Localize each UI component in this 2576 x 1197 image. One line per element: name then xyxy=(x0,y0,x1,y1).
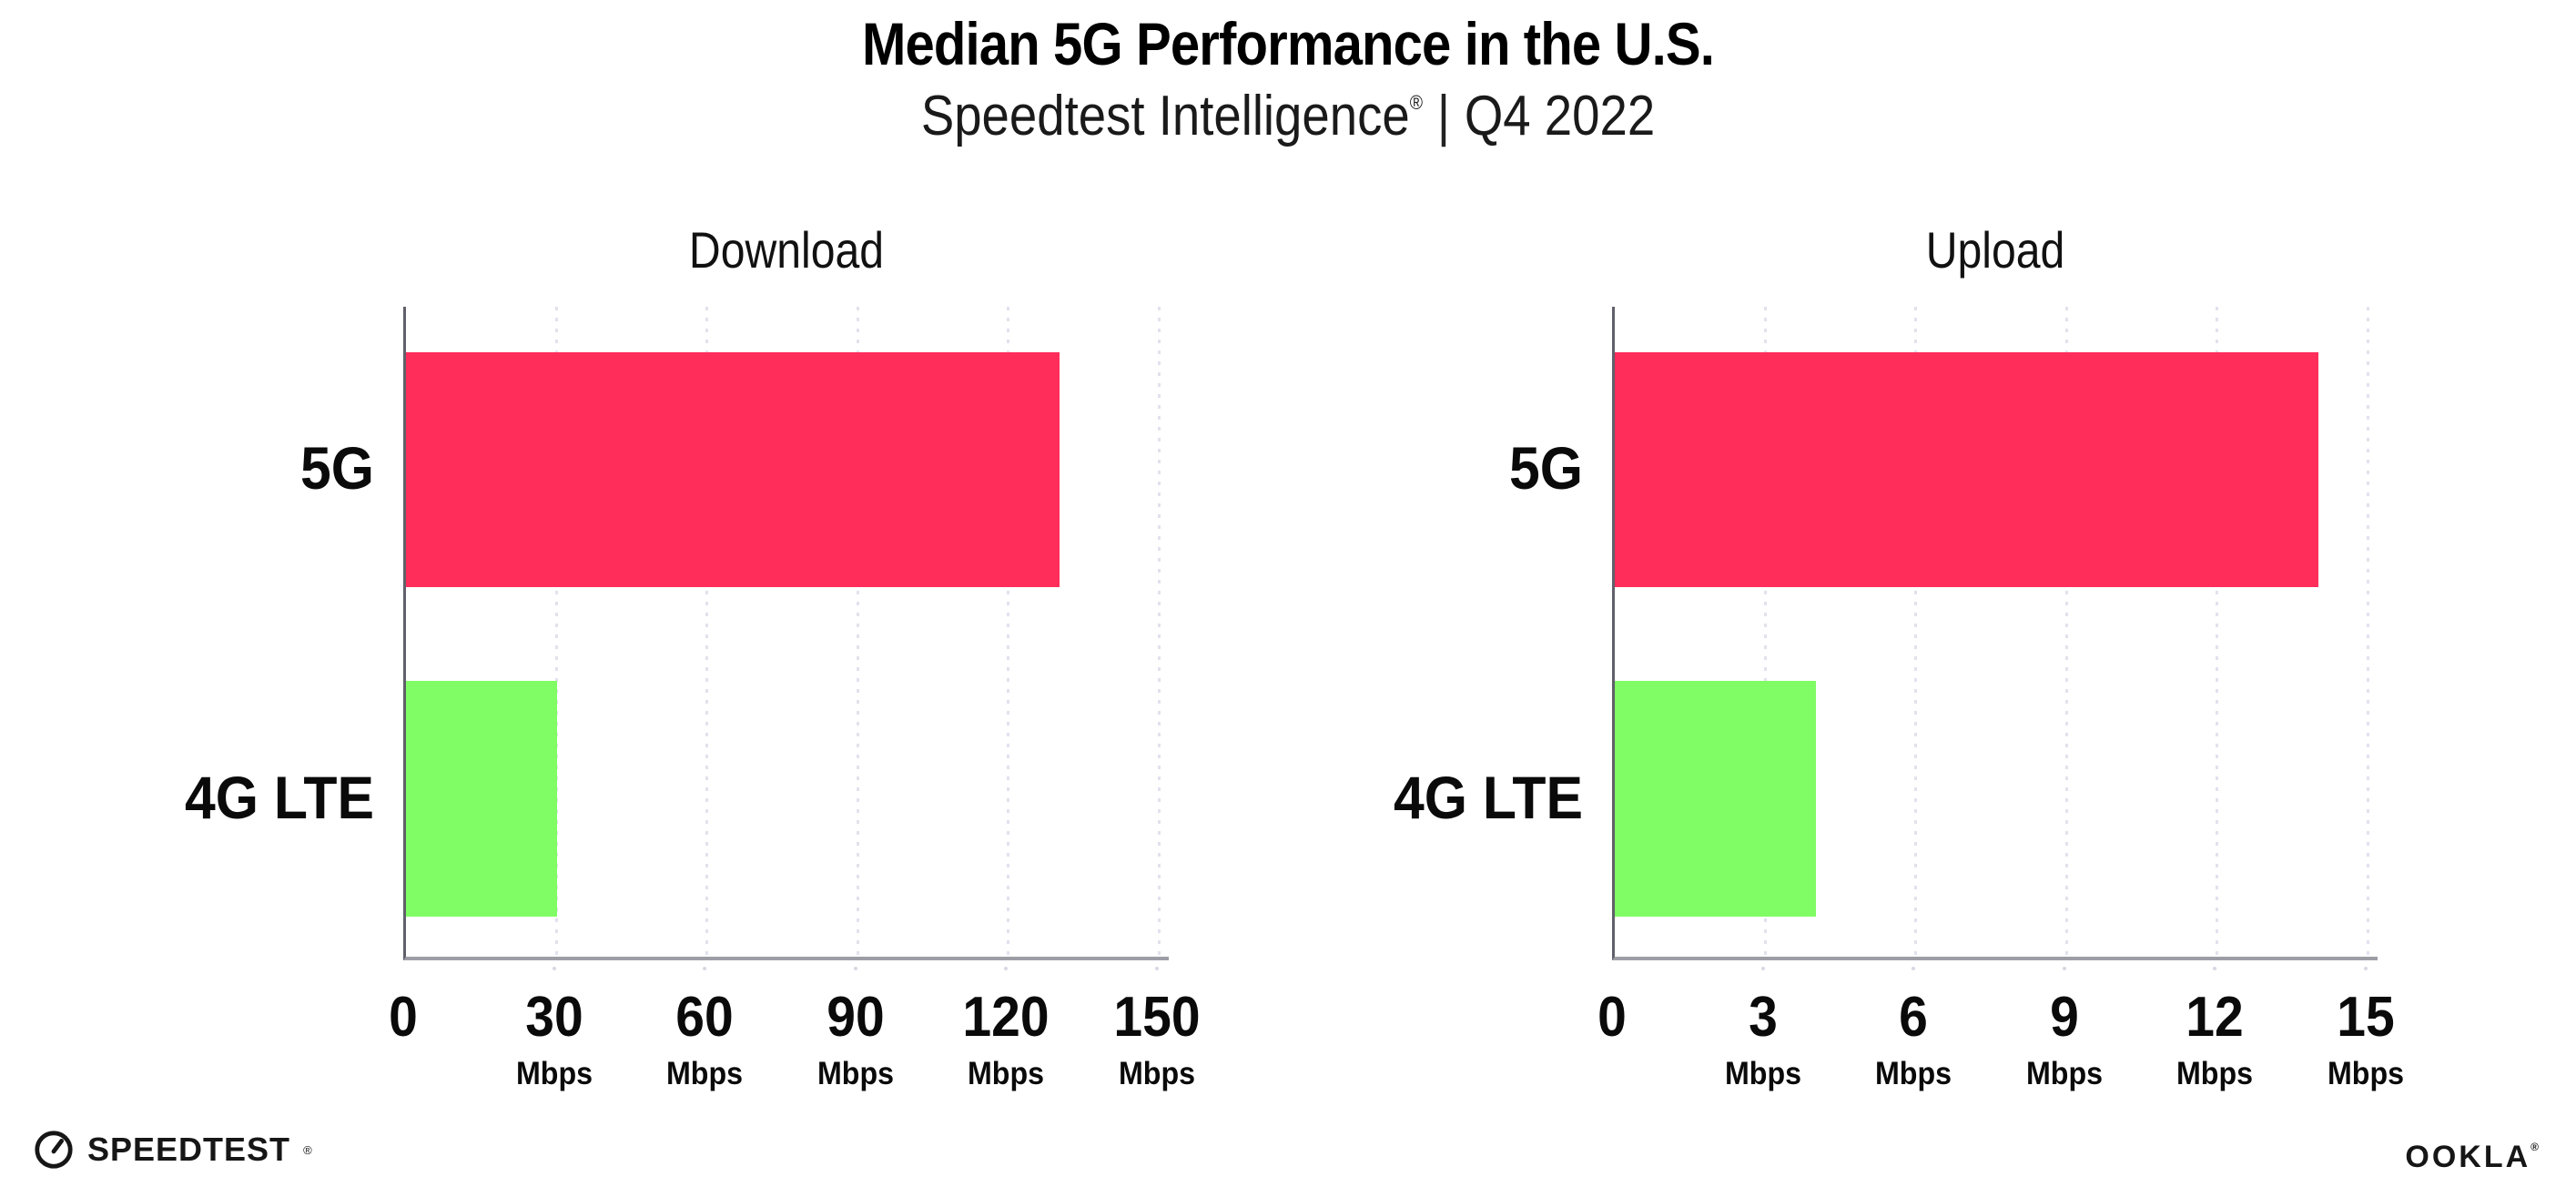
gridline-download-90 xyxy=(856,307,859,957)
plot-area-upload xyxy=(1612,307,2378,960)
tick-label-download-150: 150 xyxy=(1113,986,1201,1049)
tick-mark-download-30 xyxy=(552,967,556,970)
tick-unit-upload-12: Mbps xyxy=(2176,1056,2254,1091)
tick-unit-download-150: Mbps xyxy=(1118,1056,1196,1091)
tick-label-upload-9: 9 xyxy=(2049,986,2079,1049)
tick-label-upload-6: 6 xyxy=(1899,986,1929,1049)
chart-title-download: Download xyxy=(688,221,884,279)
plot-area-download xyxy=(403,307,1169,960)
subtitle-separator: | xyxy=(1436,85,1451,147)
tick-unit-download-60: Mbps xyxy=(666,1056,744,1091)
bar-upload-4g-lte xyxy=(1615,681,1816,917)
category-label-upload-4g-lte: 4G LTE xyxy=(1393,763,1583,831)
tick-label-download-60: 60 xyxy=(675,986,734,1049)
tick-label-upload-15: 15 xyxy=(2337,986,2395,1049)
tick-mark-upload-3 xyxy=(1760,967,1765,970)
tick-mark-download-90 xyxy=(853,967,857,970)
tick-unit-upload-15: Mbps xyxy=(2327,1056,2405,1091)
bar-download-5g xyxy=(406,352,1060,587)
tick-mark-upload-6 xyxy=(1912,967,1916,970)
category-label-upload-5g: 5G xyxy=(1508,434,1583,502)
category-label-download-4g-lte: 4G LTE xyxy=(184,763,374,831)
tick-label-download-90: 90 xyxy=(827,986,885,1049)
tick-unit-download-30: Mbps xyxy=(515,1056,593,1091)
ookla-registered-icon: ® xyxy=(2530,1141,2541,1153)
page-title: Median 5G Performance in the U.S. xyxy=(862,10,1715,77)
tick-label-upload-12: 12 xyxy=(2186,986,2245,1049)
bar-upload-5g xyxy=(1615,352,2318,587)
ookla-logo: OOKLA® xyxy=(2405,1140,2541,1175)
tick-label-download-30: 30 xyxy=(524,986,583,1049)
tick-label-download-0: 0 xyxy=(389,986,418,1049)
gridline-download-30 xyxy=(554,307,558,957)
tick-unit-upload-6: Mbps xyxy=(1875,1056,1952,1091)
gauge-icon xyxy=(35,1131,73,1169)
speedtest-logo: SPEEDTEST ® xyxy=(33,1129,312,1171)
tick-mark-upload-9 xyxy=(2062,967,2066,970)
gridline-download-150 xyxy=(1158,307,1161,957)
chart-title-upload: Upload xyxy=(1925,221,2064,279)
gridline-upload-15 xyxy=(2367,307,2369,957)
tick-label-upload-3: 3 xyxy=(1748,986,1778,1049)
tick-mark-download-60 xyxy=(703,967,707,970)
gridline-download-120 xyxy=(1007,307,1010,957)
tick-unit-upload-3: Mbps xyxy=(1724,1056,1801,1091)
tick-unit-download-120: Mbps xyxy=(968,1056,1045,1091)
gridline-upload-12 xyxy=(2216,307,2219,957)
subtitle-period: Q4 2022 xyxy=(1464,85,1656,147)
speedtest-logo-text: SPEEDTEST xyxy=(87,1131,291,1168)
gridline-upload-3 xyxy=(1763,307,1767,957)
tick-mark-download-120 xyxy=(1004,967,1009,970)
page-subtitle: Speedtest Intelligence® | Q4 2022 xyxy=(155,84,2421,148)
gridline-upload-9 xyxy=(2064,307,2068,957)
tick-mark-upload-15 xyxy=(2364,967,2368,970)
tick-unit-download-90: Mbps xyxy=(816,1056,894,1091)
bar-download-4g-lte xyxy=(406,681,557,917)
subtitle-brand: Speedtest Intelligence xyxy=(920,85,1410,147)
ookla-logo-text: OOKLA xyxy=(2405,1140,2531,1174)
tick-label-download-120: 120 xyxy=(962,986,1050,1049)
tick-unit-upload-9: Mbps xyxy=(2025,1056,2103,1091)
registered-trademark-icon: ® xyxy=(1409,91,1423,114)
gridline-upload-6 xyxy=(1914,307,1918,957)
gridline-download-60 xyxy=(705,307,709,957)
tick-mark-upload-12 xyxy=(2213,967,2217,970)
tick-mark-download-150 xyxy=(1155,967,1159,970)
tick-label-upload-0: 0 xyxy=(1597,986,1627,1049)
category-label-download-5g: 5G xyxy=(299,434,374,502)
speedtest-registered-icon: ® xyxy=(303,1142,312,1157)
